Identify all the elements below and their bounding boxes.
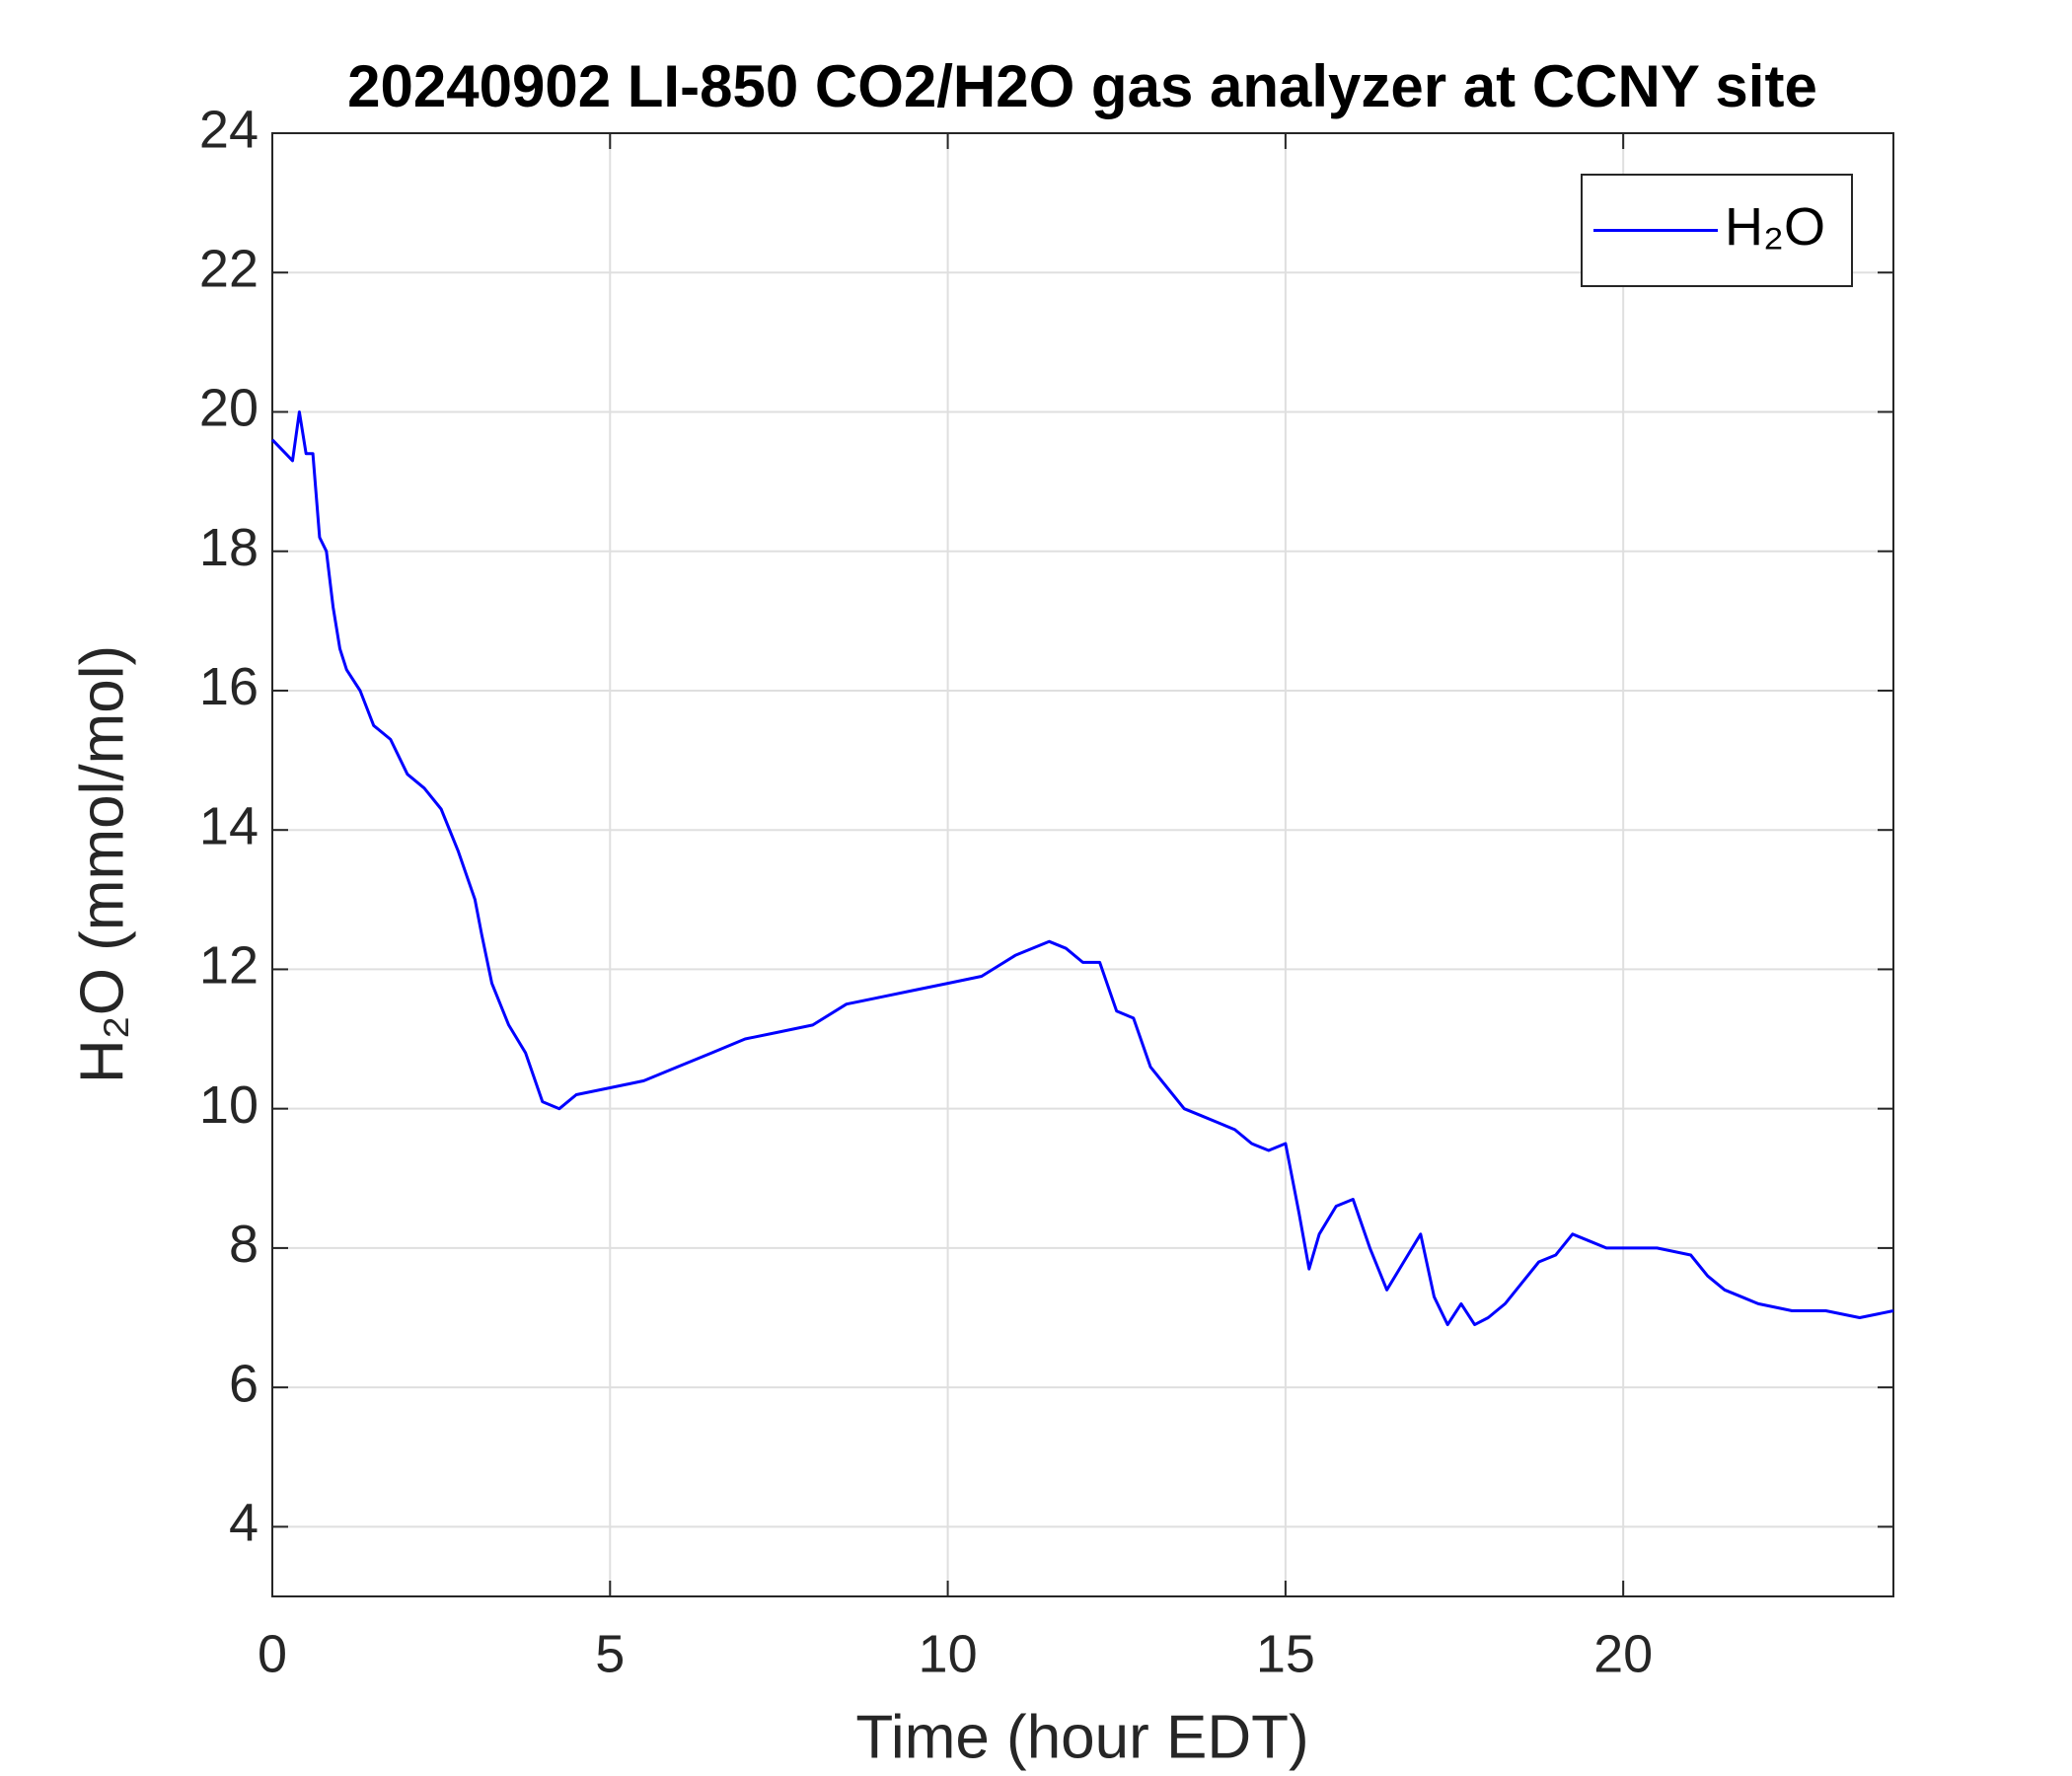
x-tick-label: 10 [919, 1624, 978, 1683]
y-tick-label: 14 [199, 796, 259, 855]
x-tick-label: 0 [258, 1624, 287, 1683]
y-tick-label: 16 [199, 657, 259, 716]
y-tick-label: 12 [199, 936, 259, 996]
x-tick-label: 5 [595, 1624, 625, 1683]
x-axis-label: Time (hour EDT) [855, 1703, 1308, 1771]
legend: H₂O [1581, 174, 1853, 287]
y-tick-label: 6 [229, 1354, 259, 1413]
plot-frame [271, 132, 1894, 1597]
y-axis-label: H₂O (mmol/mol) [68, 645, 136, 1083]
legend-label: H₂O [1725, 197, 1825, 257]
x-tick-label: 20 [1593, 1624, 1653, 1683]
y-tick-label: 10 [199, 1075, 259, 1135]
data-line [270, 410, 1894, 1327]
y-tick-label: 18 [199, 518, 259, 577]
y-tick-label: 8 [229, 1215, 259, 1274]
y-tick-label: 22 [199, 240, 259, 299]
y-tick-label: 24 [199, 100, 259, 159]
y-tick-label: 4 [229, 1494, 259, 1553]
y-tick-label: 20 [199, 379, 259, 438]
x-tick-label: 15 [1256, 1624, 1315, 1683]
chart-title: 20240902 LI-850 CO2/H2O gas analyzer at … [347, 53, 1817, 119]
